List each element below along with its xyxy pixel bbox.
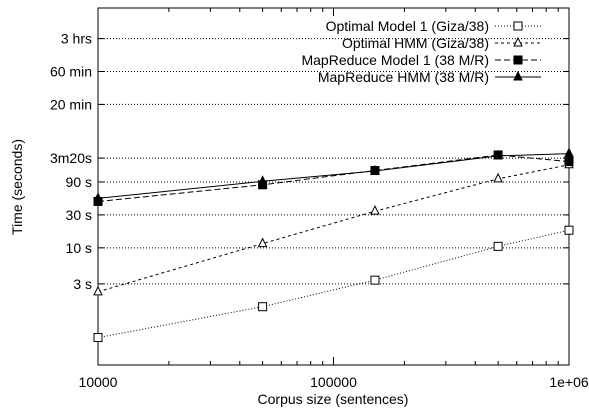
data-point xyxy=(93,333,103,343)
legend-entry: Optimal HMM (Giza/38) xyxy=(342,35,541,51)
legend-swatch-marker xyxy=(513,21,523,31)
y-tick-label: 10 s xyxy=(66,240,92,256)
series-2 xyxy=(93,158,574,296)
legend-label: Optimal HMM (Giza/38) xyxy=(342,35,489,51)
legend-entry: MapReduce HMM (38 M/R) xyxy=(318,69,541,85)
legend-entry: MapReduce Model 1 (38 M/R) xyxy=(301,52,541,68)
data-point xyxy=(93,285,103,296)
data-point xyxy=(93,192,103,202)
series-line xyxy=(97,154,570,202)
data-point xyxy=(370,275,380,285)
axis-ticks: 3 s 10 s 30 s 90 s 3m20s 20 min 60 min 3 hrs 100… xyxy=(50,8,589,390)
x-axis-label: Corpus size (sentences) xyxy=(258,391,409,407)
legend-label: MapReduce Model 1 (38 M/R) xyxy=(301,52,489,68)
y-axis-label: Time (seconds) xyxy=(9,139,25,235)
y-tick-label: 90 s xyxy=(66,174,92,190)
series-4 xyxy=(93,147,574,202)
series-1 xyxy=(93,225,574,343)
data-point xyxy=(370,164,380,175)
legend-entry: Optimal Model 1 (Giza/38) xyxy=(326,18,541,34)
y-tick-label: 3 s xyxy=(73,276,92,292)
y-tick-label: 3 hrs xyxy=(61,31,92,47)
legend-swatch-marker xyxy=(513,36,523,47)
data-point xyxy=(257,175,268,185)
legend-label: MapReduce HMM (38 M/R) xyxy=(318,69,489,85)
data-point xyxy=(370,205,380,215)
legend-swatch-marker xyxy=(513,55,523,65)
data-point xyxy=(493,241,503,251)
legend: Optimal Model 1 (Giza/38)Optimal HMM (Gi… xyxy=(301,18,541,85)
x-tick-label: 1e+06 xyxy=(549,374,589,390)
y-tick-label: 30 s xyxy=(66,207,92,223)
legend-label: Optimal Model 1 (Giza/38) xyxy=(326,18,489,34)
data-point xyxy=(564,147,574,158)
data-point xyxy=(493,172,503,183)
data-point xyxy=(564,157,574,167)
y-tick-label: 20 min xyxy=(50,96,92,112)
y-tick-label: 60 min xyxy=(50,64,92,80)
legend-swatch-marker xyxy=(513,70,523,81)
data-point xyxy=(257,237,268,248)
grid xyxy=(98,38,569,285)
series-line xyxy=(97,164,570,293)
data-point xyxy=(493,149,503,160)
x-tick-label: 100000 xyxy=(310,374,357,390)
y-tick-label: 3m20s xyxy=(50,150,92,166)
data-point xyxy=(564,225,574,235)
data-point xyxy=(258,302,268,312)
series xyxy=(93,147,574,343)
x-tick-label: 10000 xyxy=(79,374,118,390)
